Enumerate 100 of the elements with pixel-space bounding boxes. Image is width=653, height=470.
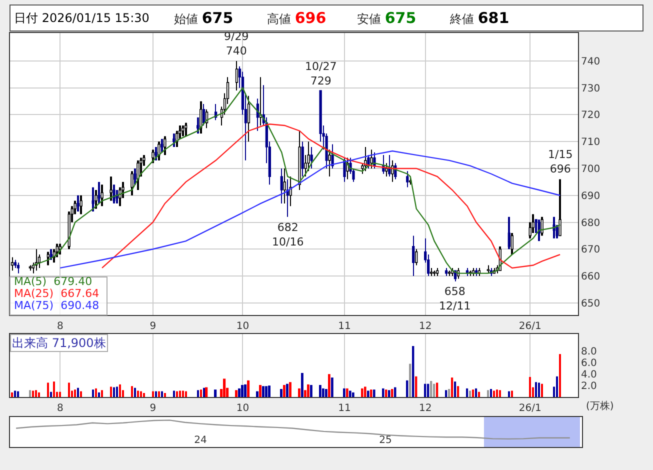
bar — [445, 390, 448, 397]
text: 終値 681 — [449, 9, 510, 27]
x-tick-label: 24 — [194, 435, 207, 446]
bar — [454, 382, 456, 397]
bar — [59, 392, 61, 397]
text: 安値 675 — [357, 9, 416, 27]
bar — [319, 384, 322, 397]
bar — [343, 388, 346, 397]
bar — [173, 390, 175, 397]
y-axis-title: (万株) — [586, 400, 614, 412]
bar — [119, 384, 121, 397]
bar — [155, 391, 157, 397]
bar — [511, 390, 513, 397]
y-tick-label: 4.0 — [581, 370, 597, 381]
text: 日付 2026/01/15 15:30 — [14, 11, 150, 25]
text: MA(75) 690.48 — [14, 299, 100, 312]
text: 高値 696 — [267, 9, 326, 27]
bar — [436, 382, 438, 397]
bar — [179, 390, 181, 397]
annotation: 9/29 740 — [224, 30, 249, 58]
bar — [256, 391, 259, 397]
bar — [259, 384, 262, 397]
y-tick-label: 680 — [581, 218, 600, 229]
bar — [53, 382, 55, 397]
bar — [247, 380, 250, 397]
bar — [244, 384, 247, 397]
bar — [110, 386, 112, 397]
y-tick-label: 670 — [581, 244, 600, 256]
bar — [538, 382, 540, 397]
bar — [490, 388, 492, 397]
x-tick-label: 8 — [56, 321, 64, 332]
y-tick-label: 720 — [581, 110, 600, 122]
x-tick-label: 10 — [236, 403, 250, 414]
bar — [415, 376, 418, 397]
bar — [205, 387, 208, 397]
bar — [137, 390, 139, 397]
bar — [283, 384, 286, 397]
bar — [286, 384, 288, 397]
bar — [77, 388, 79, 397]
bar — [262, 386, 265, 397]
bar — [131, 386, 133, 397]
bar — [95, 388, 97, 397]
bar — [373, 390, 376, 397]
bar — [556, 376, 558, 397]
series-label: MA(5) 679.40 — [14, 275, 92, 288]
x-tick-label: 10 — [236, 321, 250, 332]
bar — [223, 378, 226, 397]
y-tick-label: 6.0 — [581, 358, 597, 370]
bar — [200, 390, 202, 397]
bar — [382, 388, 384, 397]
bar — [559, 354, 561, 397]
bar — [14, 390, 16, 397]
x-tick-label: 12 — [418, 321, 432, 332]
bar — [331, 378, 334, 397]
bar — [388, 390, 390, 397]
bar — [47, 382, 49, 397]
bar — [176, 391, 178, 397]
annotation: 682 10/16 — [272, 221, 304, 248]
bar — [361, 388, 364, 397]
bar — [433, 384, 436, 397]
y-tick-label: 660 — [581, 272, 600, 283]
bar — [50, 392, 52, 397]
x-tick-label: 26/1 — [518, 321, 542, 332]
x-tick-label: 26/1 — [518, 403, 542, 414]
bar — [328, 374, 330, 397]
bar — [352, 392, 354, 397]
bar — [161, 391, 163, 397]
chart-title: 出来高 71,900株 — [12, 336, 106, 350]
x-tick-label: 25 — [379, 435, 392, 446]
bar — [325, 388, 328, 397]
bar — [197, 390, 199, 397]
bar — [487, 390, 490, 397]
y-tick-label: 740 — [581, 56, 600, 68]
bar — [35, 390, 38, 397]
bar — [235, 390, 238, 397]
bar — [457, 386, 460, 397]
bar — [265, 386, 268, 397]
bar — [158, 391, 160, 397]
bar — [301, 372, 304, 397]
bar — [280, 388, 282, 397]
bar — [143, 392, 145, 397]
bar — [238, 388, 241, 397]
x-tick-label: 9 — [150, 403, 156, 414]
bar — [241, 384, 244, 397]
bar — [448, 388, 450, 397]
bar — [493, 390, 496, 397]
x-tick-label: 9 — [150, 321, 156, 332]
bar — [116, 386, 118, 397]
bar — [496, 390, 498, 397]
bar — [472, 390, 474, 397]
bar — [140, 391, 142, 397]
bar — [32, 390, 34, 397]
bar — [475, 388, 478, 397]
bar — [451, 378, 454, 397]
annotation: 658 12/11 — [439, 285, 471, 312]
bar — [182, 390, 184, 397]
bar — [17, 391, 20, 397]
bar — [113, 387, 115, 397]
bar — [430, 380, 432, 397]
x-tick-label: 12 — [418, 403, 432, 414]
